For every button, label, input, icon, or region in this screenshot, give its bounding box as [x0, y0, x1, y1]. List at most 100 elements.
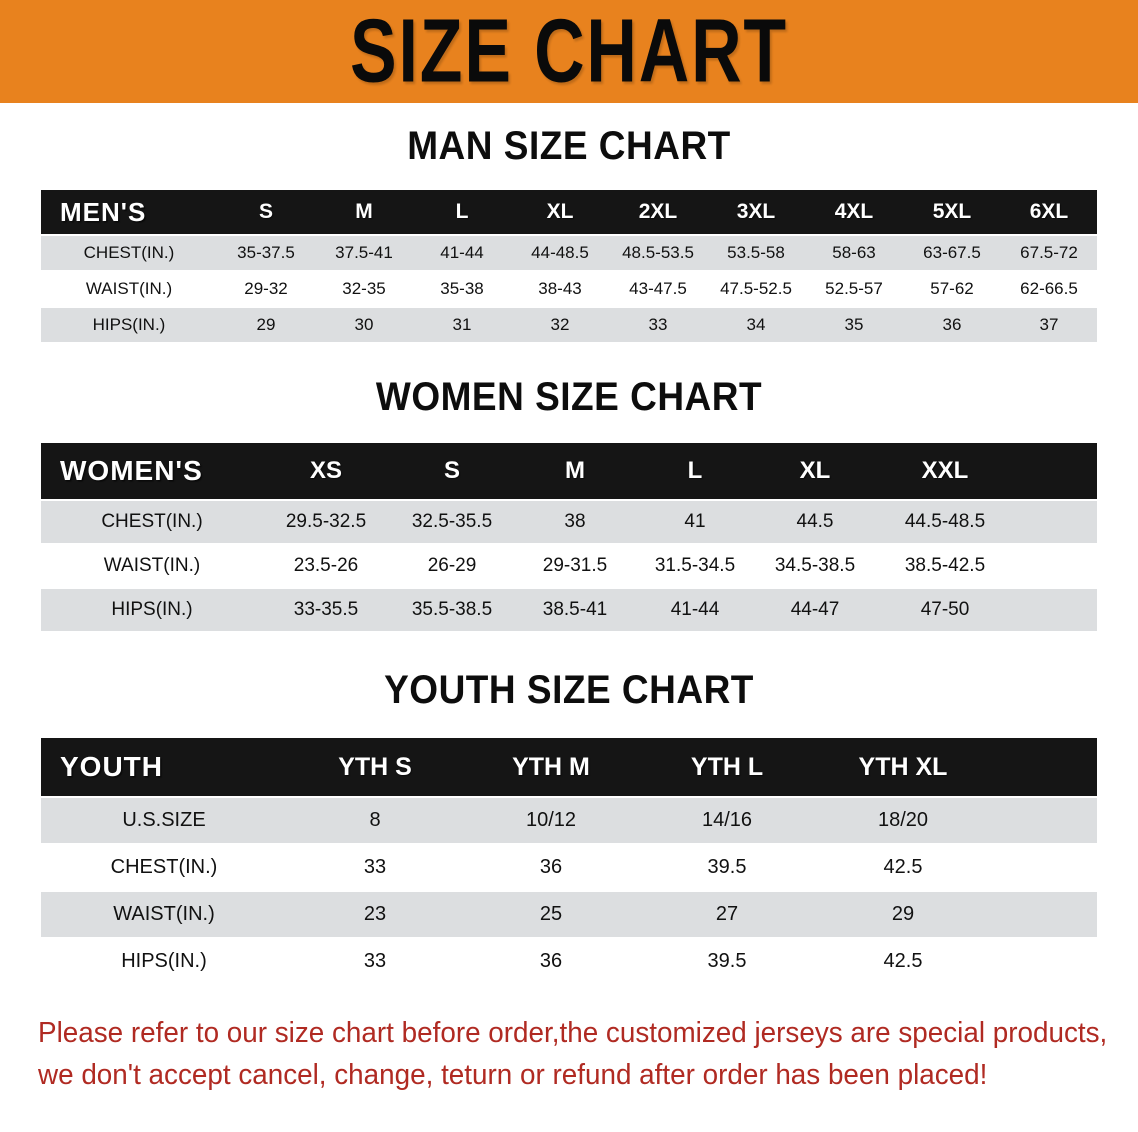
table-row: CHEST(IN.) 33 36 39.5 42.5	[41, 845, 1097, 890]
return-policy-note-line1: Please refer to our size chart before or…	[38, 1017, 1108, 1049]
man-size-table: MEN'S S M L XL 2XL 3XL 4XL 5XL 6XL CHEST…	[41, 188, 1097, 344]
man-row-label-hips: HIPS(IN.)	[41, 308, 217, 342]
women-waist-spacer	[1015, 545, 1097, 587]
women-col-xl: XL	[755, 443, 875, 499]
man-hips-3xl: 34	[707, 308, 805, 342]
man-chest-l: 41-44	[413, 236, 511, 270]
man-col-l: L	[413, 190, 511, 234]
table-row: CHEST(IN.) 35-37.5 37.5-41 41-44 44-48.5…	[41, 236, 1097, 270]
man-col-5xl: 5XL	[903, 190, 1001, 234]
youth-table-head: YOUTH YTH S YTH M YTH L YTH XL	[41, 738, 1097, 796]
man-table-head: MEN'S S M L XL 2XL 3XL 4XL 5XL 6XL	[41, 190, 1097, 234]
youth-ussize-xl: 18/20	[815, 798, 991, 843]
youth-ussize-m: 10/12	[463, 798, 639, 843]
man-chest-6xl: 67.5-72	[1001, 236, 1097, 270]
women-chest-xxl: 44.5-48.5	[875, 501, 1015, 543]
youth-hips-l: 39.5	[639, 939, 815, 984]
youth-chest-l: 39.5	[639, 845, 815, 890]
man-waist-l: 35-38	[413, 272, 511, 306]
man-waist-3xl: 47.5-52.5	[707, 272, 805, 306]
return-policy-note: Please refer to our size chart before or…	[38, 1012, 1108, 1096]
man-col-s: S	[217, 190, 315, 234]
youth-size-section: YOUTH SIZE CHART YOUTH YTH S YTH M YTH L…	[0, 670, 1138, 986]
youth-chest-spacer	[991, 845, 1097, 890]
women-row-label-waist: WAIST(IN.)	[41, 545, 263, 587]
man-col-xl: XL	[511, 190, 609, 234]
man-waist-5xl: 57-62	[903, 272, 1001, 306]
table-row: CHEST(IN.) 29.5-32.5 32.5-35.5 38 41 44.…	[41, 501, 1097, 543]
women-chest-xl: 44.5	[755, 501, 875, 543]
youth-header-row: YOUTH YTH S YTH M YTH L YTH XL	[41, 738, 1097, 796]
women-chest-xs: 29.5-32.5	[263, 501, 389, 543]
youth-corner-label: YOUTH	[41, 738, 287, 796]
youth-hips-spacer	[991, 939, 1097, 984]
man-size-section: MAN SIZE CHART MEN'S S M L XL 2XL 3XL 4X…	[0, 123, 1138, 344]
women-waist-m: 29-31.5	[515, 545, 635, 587]
women-chest-s: 32.5-35.5	[389, 501, 515, 543]
youth-chest-m: 36	[463, 845, 639, 890]
man-chest-4xl: 58-63	[805, 236, 903, 270]
page-banner: SIZE CHART	[0, 0, 1138, 103]
women-col-m: M	[515, 443, 635, 499]
man-col-2xl: 2XL	[609, 190, 707, 234]
youth-chest-xl: 42.5	[815, 845, 991, 890]
youth-waist-l: 27	[639, 892, 815, 937]
youth-row-label-hips: HIPS(IN.)	[41, 939, 287, 984]
man-hips-6xl: 37	[1001, 308, 1097, 342]
table-row: HIPS(IN.) 29 30 31 32 33 34 35 36 37	[41, 308, 1097, 342]
man-waist-2xl: 43-47.5	[609, 272, 707, 306]
youth-waist-m: 25	[463, 892, 639, 937]
youth-table-wrapper: YOUTH YTH S YTH M YTH L YTH XL U.S.SIZE …	[41, 736, 1097, 986]
youth-size-table: YOUTH YTH S YTH M YTH L YTH XL U.S.SIZE …	[41, 736, 1097, 986]
man-header-row: MEN'S S M L XL 2XL 3XL 4XL 5XL 6XL	[41, 190, 1097, 234]
youth-col-yth-l: YTH L	[639, 738, 815, 796]
women-col-xxl: XXL	[875, 443, 1015, 499]
women-hips-xs: 33-35.5	[263, 589, 389, 631]
youth-ussize-s: 8	[287, 798, 463, 843]
women-col-spacer	[1015, 443, 1097, 499]
man-chest-2xl: 48.5-53.5	[609, 236, 707, 270]
man-chest-s: 35-37.5	[217, 236, 315, 270]
women-corner-label: WOMEN'S	[41, 443, 263, 499]
table-row: WAIST(IN.) 23 25 27 29	[41, 892, 1097, 937]
man-waist-m: 32-35	[315, 272, 413, 306]
man-corner-label: MEN'S	[41, 190, 217, 234]
page-title: SIZE CHART	[350, 0, 788, 102]
women-waist-xxl: 38.5-42.5	[875, 545, 1015, 587]
man-hips-2xl: 33	[609, 308, 707, 342]
women-col-l: L	[635, 443, 755, 499]
youth-ussize-l: 14/16	[639, 798, 815, 843]
table-row: WAIST(IN.) 23.5-26 26-29 29-31.5 31.5-34…	[41, 545, 1097, 587]
women-hips-xl: 44-47	[755, 589, 875, 631]
man-hips-l: 31	[413, 308, 511, 342]
women-row-label-hips: HIPS(IN.)	[41, 589, 263, 631]
youth-table-body: U.S.SIZE 8 10/12 14/16 18/20 CHEST(IN.) …	[41, 798, 1097, 984]
women-chest-spacer	[1015, 501, 1097, 543]
youth-hips-xl: 42.5	[815, 939, 991, 984]
man-table-wrapper: MEN'S S M L XL 2XL 3XL 4XL 5XL 6XL CHEST…	[41, 188, 1097, 344]
man-hips-xl: 32	[511, 308, 609, 342]
youth-waist-xl: 29	[815, 892, 991, 937]
women-hips-m: 38.5-41	[515, 589, 635, 631]
man-section-title: MAN SIZE CHART	[407, 123, 731, 168]
women-waist-l: 31.5-34.5	[635, 545, 755, 587]
women-waist-xs: 23.5-26	[263, 545, 389, 587]
youth-col-spacer	[991, 738, 1097, 796]
man-chest-m: 37.5-41	[315, 236, 413, 270]
man-waist-s: 29-32	[217, 272, 315, 306]
man-col-3xl: 3XL	[707, 190, 805, 234]
man-col-6xl: 6XL	[1001, 190, 1097, 234]
man-hips-4xl: 35	[805, 308, 903, 342]
youth-col-yth-xl: YTH XL	[815, 738, 991, 796]
return-policy-note-line2: we don't accept cancel, change, teturn o…	[38, 1059, 988, 1092]
man-chest-3xl: 53.5-58	[707, 236, 805, 270]
women-table-head: WOMEN'S XS S M L XL XXL	[41, 443, 1097, 499]
man-row-label-chest: CHEST(IN.)	[41, 236, 217, 270]
women-waist-xl: 34.5-38.5	[755, 545, 875, 587]
women-chest-l: 41	[635, 501, 755, 543]
women-col-xs: XS	[263, 443, 389, 499]
table-row: HIPS(IN.) 33 36 39.5 42.5	[41, 939, 1097, 984]
women-chest-m: 38	[515, 501, 635, 543]
youth-ussize-spacer	[991, 798, 1097, 843]
women-size-table: WOMEN'S XS S M L XL XXL CHEST(IN.) 29.5-…	[41, 441, 1097, 633]
